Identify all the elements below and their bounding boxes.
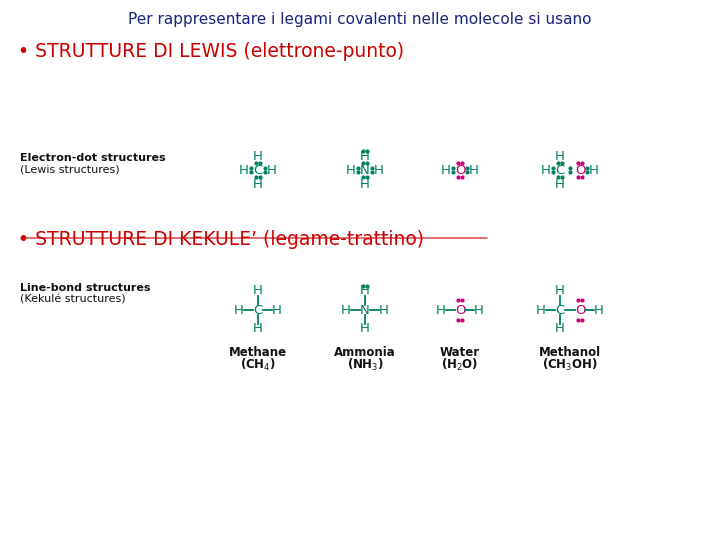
Text: H: H bbox=[555, 322, 565, 335]
Text: N: N bbox=[360, 164, 370, 177]
Text: Methane: Methane bbox=[229, 346, 287, 359]
Text: H: H bbox=[253, 150, 263, 163]
Text: H: H bbox=[253, 322, 263, 335]
Text: Electron-dot structures: Electron-dot structures bbox=[20, 153, 166, 163]
Text: (CH$_3$OH): (CH$_3$OH) bbox=[542, 357, 598, 373]
Text: H: H bbox=[379, 303, 389, 316]
Text: H: H bbox=[253, 178, 263, 191]
Text: H: H bbox=[541, 164, 551, 177]
Text: • STRUTTURE DI KEKULE’ (legame-trattino): • STRUTTURE DI KEKULE’ (legame-trattino) bbox=[18, 230, 424, 249]
Text: O: O bbox=[455, 164, 465, 177]
Text: H: H bbox=[555, 285, 565, 298]
Text: (Lewis structures): (Lewis structures) bbox=[20, 164, 120, 174]
Text: H: H bbox=[441, 164, 451, 177]
Text: H: H bbox=[360, 322, 370, 335]
Text: O: O bbox=[575, 164, 585, 177]
Text: C: C bbox=[253, 164, 263, 177]
Text: H: H bbox=[374, 164, 384, 177]
Text: Methanol: Methanol bbox=[539, 346, 601, 359]
Text: O: O bbox=[455, 303, 465, 316]
Text: H: H bbox=[346, 164, 356, 177]
Text: H: H bbox=[234, 303, 244, 316]
Text: (CH$_4$): (CH$_4$) bbox=[240, 357, 276, 373]
Text: • STRUTTURE DI LEWIS (elettrone-punto): • STRUTTURE DI LEWIS (elettrone-punto) bbox=[18, 42, 404, 61]
Text: Line-bond structures: Line-bond structures bbox=[20, 283, 150, 293]
Text: H: H bbox=[594, 303, 604, 316]
Text: (NH$_3$): (NH$_3$) bbox=[346, 357, 383, 373]
Text: H: H bbox=[555, 178, 565, 191]
Text: Ammonia: Ammonia bbox=[334, 346, 396, 359]
Text: H: H bbox=[536, 303, 546, 316]
Text: H: H bbox=[360, 285, 370, 298]
Text: N: N bbox=[360, 303, 370, 316]
Text: O: O bbox=[575, 303, 585, 316]
Text: C: C bbox=[253, 303, 263, 316]
Text: Water: Water bbox=[440, 346, 480, 359]
Text: H: H bbox=[272, 303, 282, 316]
Text: H: H bbox=[267, 164, 277, 177]
Text: (H$_2$O): (H$_2$O) bbox=[441, 357, 479, 373]
Text: (Kekulé structures): (Kekulé structures) bbox=[20, 294, 125, 304]
Text: H: H bbox=[555, 150, 565, 163]
Text: H: H bbox=[239, 164, 249, 177]
Text: H: H bbox=[474, 303, 484, 316]
Text: H: H bbox=[360, 178, 370, 191]
Text: C: C bbox=[555, 164, 564, 177]
Text: H: H bbox=[341, 303, 351, 316]
Text: H: H bbox=[436, 303, 446, 316]
Text: Per rappresentare i legami covalenti nelle molecole si usano: Per rappresentare i legami covalenti nel… bbox=[128, 12, 592, 27]
Text: H: H bbox=[469, 164, 479, 177]
Text: H: H bbox=[360, 150, 370, 163]
Text: H: H bbox=[253, 285, 263, 298]
Text: H: H bbox=[589, 164, 599, 177]
Text: C: C bbox=[555, 303, 564, 316]
